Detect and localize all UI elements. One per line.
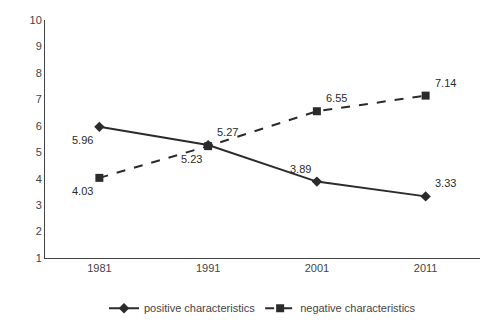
svg-text:1: 1 <box>36 252 42 264</box>
svg-text:5.27: 5.27 <box>217 126 238 138</box>
svg-text:4.03: 4.03 <box>72 185 93 197</box>
svg-text:8: 8 <box>36 67 42 79</box>
svg-text:1981: 1981 <box>87 262 111 274</box>
svg-text:10: 10 <box>30 14 42 26</box>
svg-text:9: 9 <box>36 40 42 52</box>
svg-text:7.14: 7.14 <box>435 77 456 89</box>
svg-text:6.55: 6.55 <box>326 92 347 104</box>
svg-text:5.96: 5.96 <box>72 134 93 146</box>
svg-text:1991: 1991 <box>196 262 220 274</box>
svg-text:3: 3 <box>36 199 42 211</box>
svg-text:2011: 2011 <box>414 262 438 274</box>
svg-text:3.89: 3.89 <box>290 163 311 175</box>
svg-text:5.23: 5.23 <box>181 153 202 165</box>
svg-text:4: 4 <box>36 173 42 185</box>
svg-text:negative characteristics: negative characteristics <box>300 302 415 314</box>
svg-text:positive characteristics: positive characteristics <box>144 302 255 314</box>
svg-text:2: 2 <box>36 225 42 237</box>
svg-text:3.33: 3.33 <box>435 177 456 189</box>
svg-text:6: 6 <box>36 120 42 132</box>
svg-text:2001: 2001 <box>305 262 329 274</box>
svg-text:7: 7 <box>36 93 42 105</box>
svg-text:5: 5 <box>36 146 42 158</box>
